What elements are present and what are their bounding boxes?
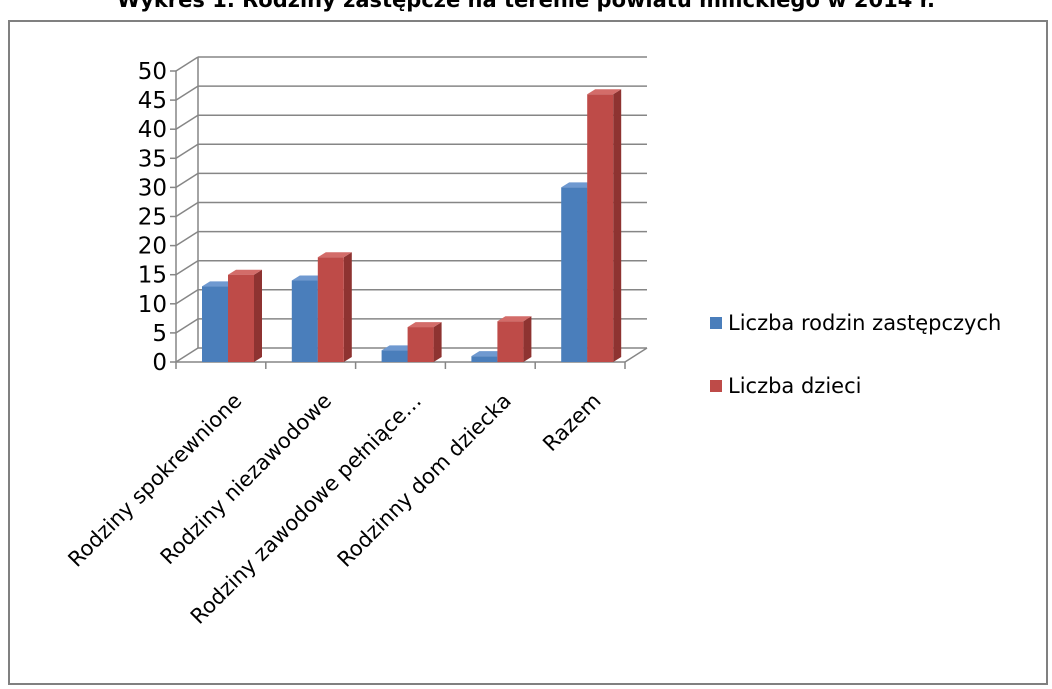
y-tick-label: 0 xyxy=(152,350,167,376)
bar-top xyxy=(407,322,442,328)
x-tick-label: Rodzinny dom dziecka xyxy=(333,389,516,572)
gridline-depth xyxy=(175,289,199,305)
y-tick-label: 15 xyxy=(138,263,167,289)
bar-side xyxy=(433,322,442,362)
bar-top xyxy=(497,316,532,322)
chart-title: Wykres 1. Rodziny zastępcze na terenie p… xyxy=(116,0,935,12)
gridline-depth xyxy=(175,85,199,101)
bar xyxy=(317,257,344,362)
bar-side xyxy=(343,252,352,362)
gridline-depth xyxy=(175,318,199,334)
legend-label: Liczba dzieci xyxy=(728,374,861,398)
bar-top xyxy=(381,345,416,351)
gridline-depth xyxy=(175,260,199,276)
y-tick-label: 45 xyxy=(138,88,167,114)
bar-top xyxy=(291,275,326,281)
bar xyxy=(497,321,524,362)
legend: Liczba rodzin zastępczych Liczba dzieci xyxy=(710,311,1001,398)
bar-top xyxy=(317,252,352,258)
bar xyxy=(228,274,254,362)
gridline-depth xyxy=(175,143,199,159)
bar-layer xyxy=(202,89,622,362)
bar-side xyxy=(613,89,622,362)
bar-top xyxy=(202,281,236,287)
bar-top xyxy=(228,269,262,275)
y-tick-label: 50 xyxy=(138,59,167,85)
chart-frame: 0 5 10 15 20 25 30 35 40 45 50 Rodziny spokrewnione… xyxy=(8,20,1048,685)
gridline-depth xyxy=(175,172,199,189)
y-tick-label: 20 xyxy=(138,234,167,260)
y-tick-label: 40 xyxy=(138,117,167,143)
bar xyxy=(381,350,408,362)
bar xyxy=(561,187,588,362)
bar-top xyxy=(471,351,506,357)
gridline-depth xyxy=(175,56,199,72)
legend-swatch xyxy=(710,317,722,329)
bar-chart: 0 5 10 15 20 25 30 35 40 45 50 Rodziny spokrewnione… xyxy=(63,56,1001,629)
y-tick-label: 35 xyxy=(138,146,167,172)
bar-side xyxy=(523,316,532,362)
gridline-depth xyxy=(175,114,199,130)
bar-top xyxy=(587,89,622,95)
gridline-depth xyxy=(175,230,199,247)
y-tick-label: 5 xyxy=(152,321,167,347)
grid-layer xyxy=(175,56,647,363)
x-tick-label: Rodziny spokrewnione xyxy=(63,389,246,572)
gridline-depth xyxy=(175,347,199,363)
x-tick-label: Rodziny niezawodowe xyxy=(156,389,337,570)
y-tick-label: 10 xyxy=(138,292,167,318)
bar xyxy=(202,286,228,362)
legend-swatch xyxy=(710,380,722,392)
legend-label: Liczba rodzin zastępczych xyxy=(728,311,1001,335)
bar xyxy=(291,280,318,362)
bar-side xyxy=(254,269,262,362)
bar xyxy=(587,94,614,362)
bar-top xyxy=(561,182,596,188)
floor-right-edge xyxy=(624,347,648,363)
y-tick-label: 25 xyxy=(138,205,167,231)
y-tick-label: 30 xyxy=(138,175,167,201)
x-tick-label: Razem xyxy=(538,389,605,456)
bar xyxy=(471,356,498,362)
bar xyxy=(407,327,434,362)
gridline-depth xyxy=(175,201,199,218)
